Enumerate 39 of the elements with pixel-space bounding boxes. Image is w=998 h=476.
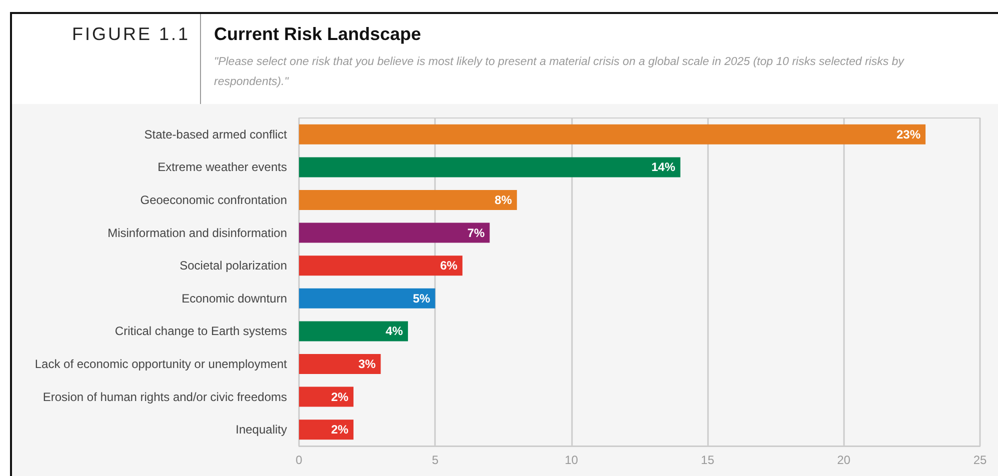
data-label: 4% — [386, 324, 404, 338]
data-label: 3% — [358, 357, 376, 371]
y-tick-label: Lack of economic opportunity or unemployment — [34, 357, 288, 371]
chart-title: Current Risk Landscape — [214, 24, 422, 45]
bar — [299, 157, 680, 178]
y-tick-label: Extreme weather events — [158, 160, 287, 174]
y-tick-label: State-based armed conflict — [144, 127, 288, 142]
caption: FIGURE 1.1 — [70, 24, 190, 45]
bar — [299, 124, 926, 144]
y-tick-label: Economic downturn — [182, 291, 287, 306]
bar — [299, 386, 354, 407]
data-label: 6% — [440, 258, 458, 273]
x-tick-label: 5 — [432, 453, 439, 467]
bar — [299, 420, 354, 440]
data-label: 7% — [467, 226, 486, 240]
bar — [299, 321, 408, 342]
data-label: 5% — [412, 291, 431, 306]
data-label: 8% — [494, 193, 512, 207]
data-label: 23% — [896, 127, 921, 142]
x-tick-label: 25 — [973, 453, 987, 467]
bar — [299, 354, 381, 374]
chart-subtitle: "Please select one risk that you believe is most likely to present a material crisis on a global scale in 2025 (top 10 risks selected risks by respondents)." — [214, 55, 906, 90]
x-tick-label: 15 — [700, 453, 715, 467]
bar — [299, 288, 436, 308]
y-tick-label: Inequality — [236, 422, 287, 437]
bar — [299, 256, 462, 276]
y-tick-label: Erosion of human rights and/or civic freedoms — [42, 390, 287, 404]
x-tick-label: 20 — [837, 453, 851, 467]
y-tick-label: Societal polarization — [180, 258, 287, 273]
y-tick-label: Geoeconomic confrontation — [140, 193, 287, 207]
bar — [299, 222, 490, 243]
y-tick-label: Misinformation and disinformation — [108, 226, 287, 240]
data-label: 2% — [331, 422, 349, 437]
data-label: 14% — [651, 160, 676, 174]
bar — [299, 190, 517, 210]
y-tick-label: Critical change to Earth systems — [114, 324, 287, 338]
x-tick-label: 0 — [296, 453, 303, 467]
data-label: 2% — [331, 390, 349, 404]
x-tick-label: 10 — [564, 453, 578, 467]
